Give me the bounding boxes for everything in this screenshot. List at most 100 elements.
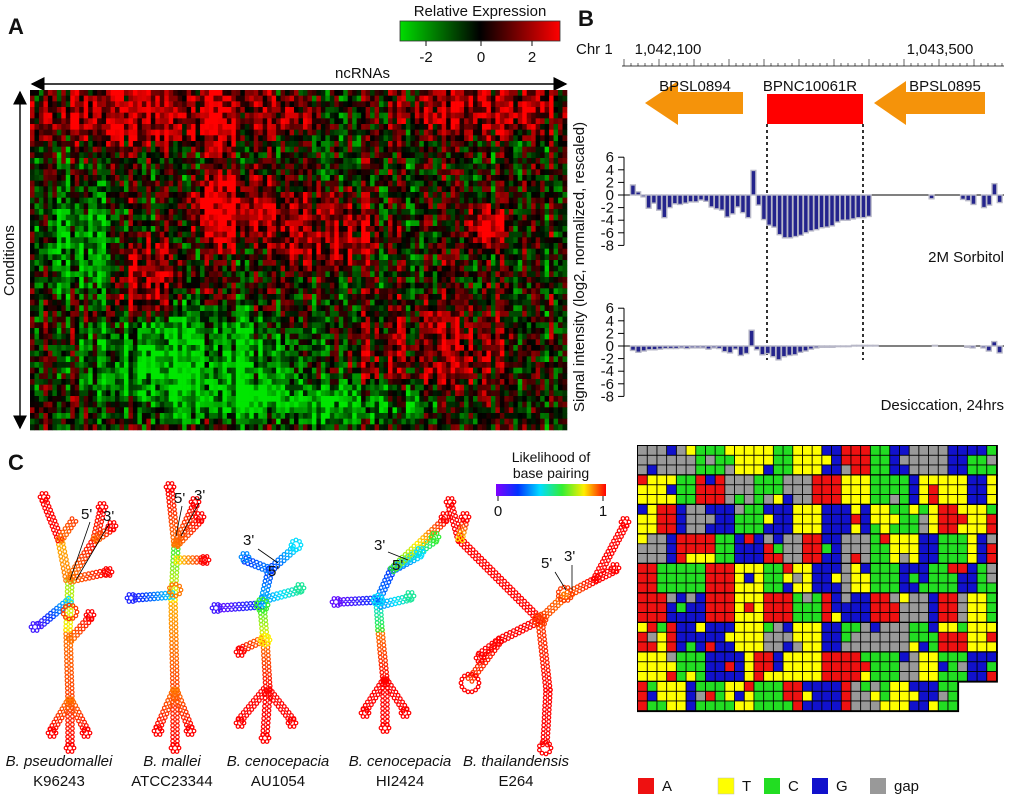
likelihood-colorbar bbox=[496, 484, 606, 496]
signal-bar bbox=[745, 194, 752, 219]
signal-bar bbox=[928, 194, 935, 200]
track1-tick-label: 0 bbox=[606, 338, 614, 355]
species1-name: B. pseudomallei bbox=[6, 753, 113, 770]
signal-bar bbox=[829, 345, 836, 348]
signal-bar bbox=[689, 345, 696, 349]
signal-bar bbox=[818, 194, 825, 229]
track-label-desiccation: Desiccation, 24hrs bbox=[881, 397, 1004, 414]
likelihood-max: 1 bbox=[599, 503, 607, 520]
track0-tick-label: -6 bbox=[601, 225, 614, 242]
structure5-5prime: 5' bbox=[541, 555, 552, 572]
signal-bar bbox=[671, 194, 678, 205]
signal-bar bbox=[635, 345, 642, 354]
legend-label-gap: gap bbox=[894, 778, 919, 795]
signal-bar bbox=[861, 344, 869, 347]
signal-bar bbox=[672, 345, 680, 350]
track1-tick-label: 4 bbox=[606, 313, 614, 330]
track0-tick-label: -2 bbox=[601, 200, 614, 217]
signal-bar bbox=[781, 194, 788, 239]
signal-bar bbox=[645, 194, 652, 209]
signal-bar bbox=[760, 194, 768, 221]
signal-bar bbox=[823, 345, 831, 348]
signal-bar bbox=[834, 194, 841, 223]
signal-bar bbox=[775, 345, 782, 361]
species3-strain: AU1054 bbox=[251, 773, 305, 790]
legend-swatch-a bbox=[638, 778, 654, 794]
signal-bar bbox=[629, 345, 637, 352]
signal-bar bbox=[776, 194, 783, 236]
coordinate-left: 1,042,100 bbox=[635, 41, 702, 58]
track1-tick-label: -4 bbox=[601, 363, 614, 380]
signal-bar bbox=[640, 194, 647, 198]
signal-bar bbox=[629, 184, 637, 196]
signal-bar bbox=[716, 345, 723, 350]
panel-b-letter: B bbox=[578, 6, 594, 31]
signal-bar bbox=[802, 194, 809, 234]
signal-bar bbox=[813, 345, 820, 349]
signal-bar bbox=[813, 194, 820, 231]
structure5-3prime: 3' bbox=[564, 548, 575, 565]
legend-label-c: C bbox=[788, 778, 799, 795]
signal-bar bbox=[818, 345, 825, 348]
chromosome-label: Chr 1 bbox=[576, 41, 613, 58]
signal-bar bbox=[996, 345, 1003, 354]
y-axis-label-conditions: Conditions bbox=[1, 225, 18, 296]
signal-bar bbox=[682, 194, 689, 204]
signal-intensity-axis-label: Signal intensity (log2, normalized, resc… bbox=[571, 122, 588, 412]
signal-bar bbox=[656, 345, 664, 350]
signal-bar bbox=[750, 169, 757, 196]
rna-secondary-structures bbox=[28, 481, 632, 757]
signal-bar bbox=[703, 194, 710, 203]
colorbar-tick-2: 2 bbox=[528, 49, 536, 66]
legend-swatch-gap bbox=[870, 778, 886, 794]
signal-bar bbox=[651, 345, 658, 351]
signal-bar bbox=[867, 344, 874, 347]
colorbar-title: Relative Expression bbox=[414, 3, 547, 20]
signal-bar bbox=[710, 345, 718, 349]
likelihood-title-line1: Likelihood of bbox=[512, 449, 591, 465]
signal-bar bbox=[718, 194, 726, 211]
signal-bar bbox=[840, 345, 847, 348]
signal-bar bbox=[865, 194, 872, 218]
panel-a-letter: A bbox=[8, 14, 24, 39]
species4-strain: HI2424 bbox=[376, 773, 424, 790]
signal-bar bbox=[662, 345, 669, 350]
coordinate-ticks bbox=[623, 59, 1003, 66]
signal-bar bbox=[780, 345, 788, 358]
gene-arrow-bpsl0894 bbox=[645, 81, 743, 125]
legend-label-g: G bbox=[836, 778, 848, 795]
signal-bar bbox=[732, 345, 739, 350]
signal-bar bbox=[980, 194, 988, 209]
track0-tick-label: 0 bbox=[606, 187, 614, 204]
signal-bar bbox=[748, 329, 755, 347]
species1-strain: K96243 bbox=[33, 773, 85, 790]
colorbar-tick-0: 0 bbox=[477, 49, 485, 66]
signal-bar bbox=[667, 345, 674, 350]
species4-name: B. cenocepacia bbox=[349, 753, 452, 770]
alignment-legend: A T C G gap bbox=[638, 777, 919, 795]
panel-c-letter: C bbox=[8, 450, 24, 475]
signal-bar bbox=[970, 194, 977, 206]
species3-name: B. cenocepacia bbox=[227, 753, 330, 770]
signal-bar bbox=[797, 194, 804, 237]
structure2-5prime: 5' bbox=[174, 490, 185, 507]
signal-bar bbox=[931, 344, 939, 347]
signal-bar bbox=[845, 345, 852, 348]
signal-bar bbox=[856, 344, 863, 347]
track0-tick-label: 4 bbox=[606, 162, 614, 179]
rna-structure-1 bbox=[28, 491, 119, 754]
structure2-3prime: 3' bbox=[194, 487, 205, 504]
species2-name: B. mallei bbox=[143, 753, 201, 770]
gene-box-bpnc10061r bbox=[767, 94, 863, 124]
signal-bar bbox=[849, 194, 857, 220]
signal-bar bbox=[676, 194, 684, 206]
legend-label-t: T bbox=[742, 778, 751, 795]
signal-bar bbox=[802, 345, 809, 352]
gene-label-bpnc10061r: BPNC10061R bbox=[763, 78, 857, 95]
signal-bar bbox=[755, 194, 762, 206]
signal-bar bbox=[996, 194, 1003, 204]
signal-bar bbox=[697, 194, 705, 201]
signal-bar bbox=[705, 345, 712, 350]
sequence-alignment bbox=[637, 445, 998, 713]
